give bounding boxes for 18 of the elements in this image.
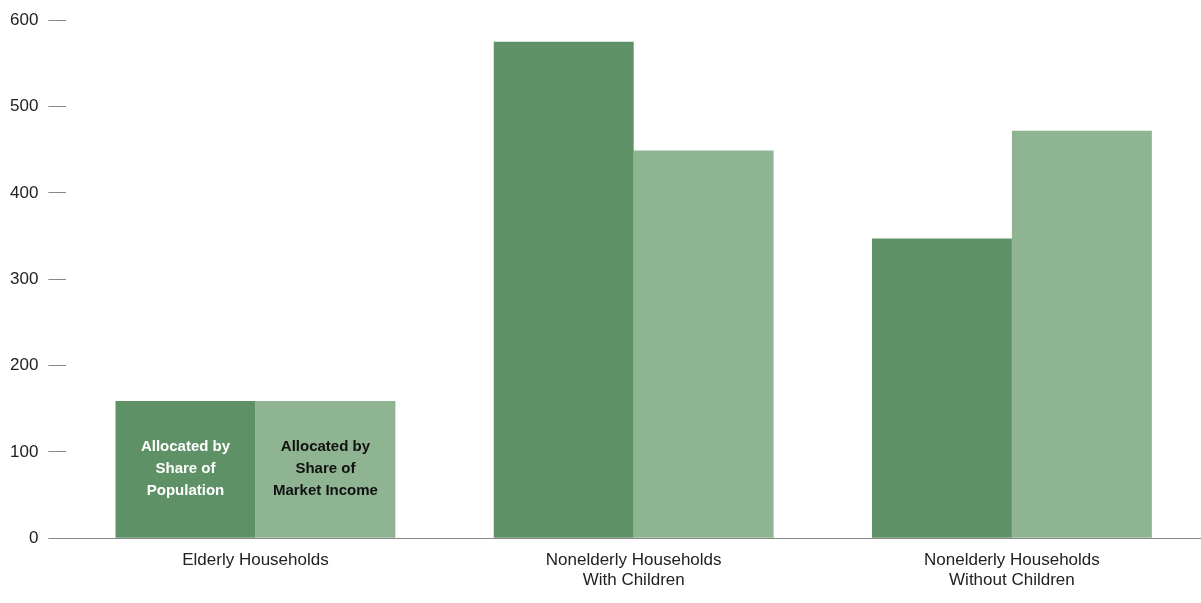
x-tick-label: Nonelderly Households With Children bbox=[545, 550, 722, 590]
bar bbox=[493, 41, 634, 538]
y-tick-label: 100 bbox=[9, 441, 39, 461]
y-tick-label: 500 bbox=[9, 96, 39, 116]
bar bbox=[633, 150, 774, 538]
x-tick-label: Nonelderly Households Without Children bbox=[924, 550, 1100, 590]
y-tick-label: 400 bbox=[9, 182, 39, 202]
bar bbox=[871, 238, 1012, 538]
y-tick-label: 300 bbox=[9, 268, 39, 288]
bar bbox=[1011, 130, 1152, 538]
x-tick-label: Elderly Households bbox=[182, 550, 329, 570]
y-tick-label: 600 bbox=[9, 9, 39, 29]
bar bbox=[115, 400, 256, 538]
y-tick-label: 200 bbox=[9, 355, 39, 375]
bar bbox=[255, 400, 396, 538]
series-label: Allocated by Share of Population bbox=[140, 437, 231, 499]
series-label: Allocated by Share of Market Income bbox=[272, 437, 378, 499]
y-tick-label: 0 bbox=[28, 527, 39, 547]
